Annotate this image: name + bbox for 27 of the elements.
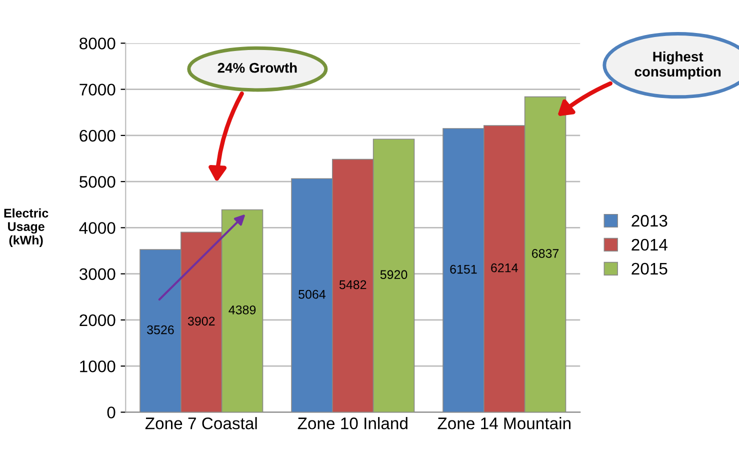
data-label: 6837 bbox=[532, 249, 559, 258]
y-tick-label: 1000 bbox=[80, 360, 116, 372]
legend-label: 2013 bbox=[632, 214, 668, 227]
data-label: 3902 bbox=[188, 316, 215, 326]
y-tick-label: 6000 bbox=[80, 130, 116, 142]
data-label: 5482 bbox=[339, 280, 366, 290]
y-tick-label: 8000 bbox=[80, 38, 116, 50]
x-tick-label: Zone 7 Coastal bbox=[145, 417, 257, 430]
data-label: 6214 bbox=[491, 263, 518, 272]
y-tick-label: 4000 bbox=[79, 222, 116, 234]
text: Highest consumption bbox=[634, 51, 721, 80]
legend-label: 2014 bbox=[632, 238, 668, 251]
y-tick-label: 7000 bbox=[80, 84, 116, 96]
data-label: 4389 bbox=[228, 305, 256, 314]
data-label: 3526 bbox=[147, 325, 174, 334]
y-tick-label: 5000 bbox=[80, 176, 116, 188]
data-label: 5920 bbox=[380, 270, 408, 280]
y-tick-label: 0 bbox=[107, 406, 116, 418]
annotation: 24% Growth bbox=[218, 62, 297, 73]
data-label: 6151 bbox=[450, 264, 477, 274]
x-tick-label: Zone 14 Mountain bbox=[438, 417, 570, 430]
y-tick-label: 3000 bbox=[79, 268, 116, 280]
data-label: 5064 bbox=[298, 290, 326, 299]
y-axis-title: Electric Usage (kWh) bbox=[4, 208, 48, 248]
x-tick-label: Zone 10 Inland bbox=[298, 417, 408, 430]
legend-label: 2015 bbox=[632, 262, 668, 275]
y-tick-label: 2000 bbox=[80, 314, 116, 326]
